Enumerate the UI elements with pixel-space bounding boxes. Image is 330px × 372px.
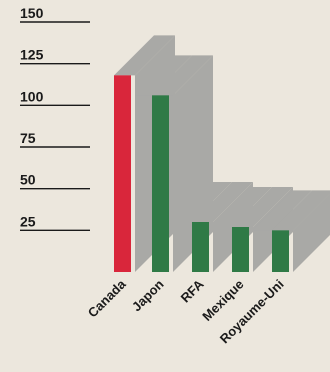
bar-shadow-band — [114, 35, 330, 273]
bar-shadow-link — [173, 182, 232, 222]
y-tick-label: 150 — [20, 5, 44, 21]
bar-shadow-top — [272, 190, 330, 231]
bar-shadow-top — [192, 182, 253, 222]
bar-mexique — [232, 227, 249, 272]
bar-shadow-link — [135, 55, 192, 96]
y-tick-label: 100 — [20, 88, 44, 104]
bar-rfa — [192, 222, 209, 272]
category-label: Japon — [129, 276, 167, 314]
category-label: Canada — [85, 276, 129, 320]
bar-shadow-top — [152, 55, 213, 96]
bar-shadow-top — [114, 35, 175, 76]
bar-shadow-top — [232, 187, 293, 227]
bar-shadow-tail — [293, 190, 330, 231]
y-tick-label: 25 — [20, 213, 36, 229]
bar-royaume-uni — [272, 230, 289, 272]
bar-shadow-link — [213, 187, 272, 227]
bars — [114, 75, 289, 272]
y-axis: 25 50 75 100 125 150 — [20, 5, 90, 232]
y-tick-label: 50 — [20, 172, 36, 188]
bar-canada — [114, 75, 131, 272]
y-tick-label: 75 — [20, 130, 36, 146]
category-label: RFA — [178, 276, 207, 305]
y-tick-label: 125 — [20, 47, 44, 63]
bar-shadow-link — [253, 190, 312, 231]
bar-japon — [152, 95, 169, 272]
